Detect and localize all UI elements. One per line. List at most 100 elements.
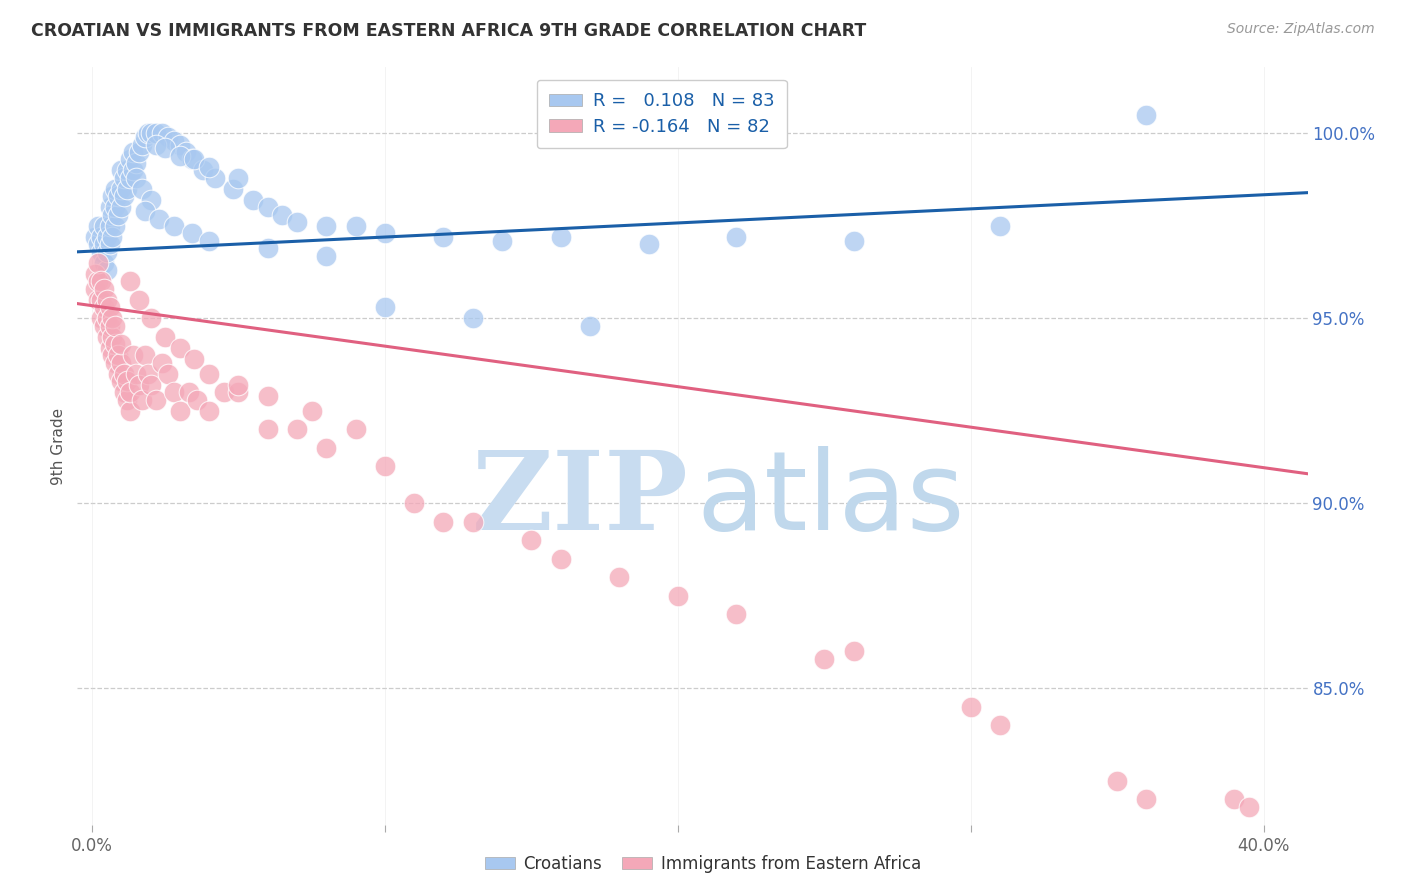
Point [104, 201, 127, 215]
Point [988, 718, 1011, 732]
Point [104, 318, 127, 333]
Point [169, 149, 191, 163]
Point [1135, 792, 1157, 806]
Point [1223, 792, 1246, 806]
Point [432, 515, 454, 529]
Point [136, 127, 159, 141]
Point [228, 385, 250, 400]
Point [104, 356, 127, 370]
Point [145, 127, 167, 141]
Point [101, 230, 124, 244]
Point [122, 163, 145, 178]
Point [150, 356, 173, 370]
Point [550, 551, 572, 566]
Point [128, 145, 150, 159]
Point [107, 367, 129, 381]
Point [96, 311, 118, 326]
Point [110, 201, 132, 215]
Point [666, 589, 689, 603]
Point [112, 367, 135, 381]
Text: ZIP: ZIP [472, 446, 689, 552]
Point [1107, 773, 1129, 788]
Point [550, 230, 572, 244]
Point [84, 230, 107, 244]
Point [139, 378, 162, 392]
Point [813, 651, 835, 665]
Point [169, 341, 191, 355]
Point [198, 367, 221, 381]
Point [93, 219, 115, 233]
Point [122, 145, 145, 159]
Text: Source: ZipAtlas.com: Source: ZipAtlas.com [1227, 22, 1375, 37]
Point [177, 385, 200, 400]
Point [1237, 799, 1260, 814]
Point [256, 241, 278, 255]
Point [98, 341, 121, 355]
Legend: Croatians, Immigrants from Eastern Africa: Croatians, Immigrants from Eastern Afric… [478, 848, 928, 880]
Point [186, 392, 208, 407]
Point [157, 367, 180, 381]
Point [104, 219, 127, 233]
Point [96, 263, 118, 277]
Point [842, 234, 865, 248]
Point [125, 367, 148, 381]
Point [1135, 108, 1157, 122]
Point [87, 256, 110, 270]
Point [607, 570, 630, 584]
Point [84, 267, 107, 281]
Point [301, 404, 323, 418]
Point [131, 392, 153, 407]
Point [725, 607, 748, 622]
Point [198, 404, 221, 418]
Point [374, 227, 396, 241]
Point [153, 330, 177, 344]
Point [988, 219, 1011, 233]
Point [90, 293, 112, 307]
Point [90, 230, 112, 244]
Point [180, 227, 202, 241]
Point [98, 318, 121, 333]
Point [120, 153, 141, 167]
Point [163, 385, 186, 400]
Point [432, 230, 454, 244]
Point [110, 337, 132, 351]
Point [120, 404, 141, 418]
Point [461, 311, 484, 326]
Point [96, 230, 118, 244]
Point [115, 182, 138, 196]
Point [491, 234, 513, 248]
Point [101, 189, 124, 203]
Point [271, 208, 294, 222]
Point [98, 201, 121, 215]
Point [115, 163, 138, 178]
Point [93, 282, 115, 296]
Point [87, 293, 110, 307]
Point [285, 422, 308, 436]
Point [637, 237, 659, 252]
Point [131, 182, 153, 196]
Point [90, 244, 112, 259]
Point [344, 219, 367, 233]
Point [90, 311, 112, 326]
Point [145, 137, 167, 152]
Point [520, 533, 543, 548]
Point [112, 170, 135, 185]
Point [180, 153, 202, 167]
Point [136, 367, 159, 381]
Point [461, 515, 484, 529]
Point [98, 219, 121, 233]
Point [256, 422, 278, 436]
Point [112, 189, 135, 203]
Point [315, 441, 337, 455]
Point [153, 141, 177, 155]
Point [139, 127, 162, 141]
Text: atlas: atlas [696, 446, 965, 552]
Point [87, 219, 110, 233]
Point [87, 237, 110, 252]
Point [93, 301, 115, 315]
Text: CROATIAN VS IMMIGRANTS FROM EASTERN AFRICA 9TH GRADE CORRELATION CHART: CROATIAN VS IMMIGRANTS FROM EASTERN AFRI… [31, 22, 866, 40]
Point [344, 422, 367, 436]
Point [163, 134, 186, 148]
Point [90, 274, 112, 288]
Point [87, 274, 110, 288]
